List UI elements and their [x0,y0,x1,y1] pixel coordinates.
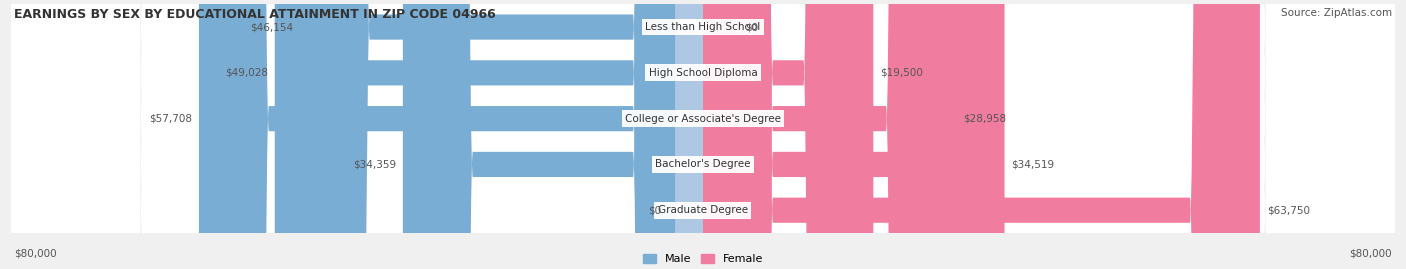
Text: Bachelor's Degree: Bachelor's Degree [655,160,751,169]
Text: $19,500: $19,500 [880,68,924,78]
Text: $34,359: $34,359 [353,160,396,169]
FancyBboxPatch shape [11,0,1395,269]
Text: Less than High School: Less than High School [645,22,761,32]
Text: $57,708: $57,708 [149,114,191,124]
FancyBboxPatch shape [299,0,703,269]
Text: $46,154: $46,154 [250,22,292,32]
Legend: Male, Female: Male, Female [638,249,768,269]
Text: $63,750: $63,750 [1267,205,1310,215]
Text: EARNINGS BY SEX BY EDUCATIONAL ATTAINMENT IN ZIP CODE 04966: EARNINGS BY SEX BY EDUCATIONAL ATTAINMEN… [14,8,496,21]
Text: College or Associate's Degree: College or Associate's Degree [626,114,780,124]
Text: $49,028: $49,028 [225,68,267,78]
Text: $80,000: $80,000 [1350,248,1392,258]
FancyBboxPatch shape [11,0,1395,269]
FancyBboxPatch shape [703,0,873,269]
Text: $0: $0 [648,205,661,215]
Text: $34,519: $34,519 [1011,160,1054,169]
FancyBboxPatch shape [11,0,1395,269]
Text: Source: ZipAtlas.com: Source: ZipAtlas.com [1281,8,1392,18]
Text: $80,000: $80,000 [14,248,56,258]
FancyBboxPatch shape [675,0,703,269]
FancyBboxPatch shape [11,0,1395,269]
Text: $28,958: $28,958 [963,114,1007,124]
Text: $0: $0 [745,22,758,32]
Text: Graduate Degree: Graduate Degree [658,205,748,215]
FancyBboxPatch shape [404,0,703,269]
FancyBboxPatch shape [703,0,1260,269]
FancyBboxPatch shape [274,0,703,269]
FancyBboxPatch shape [198,0,703,269]
FancyBboxPatch shape [703,0,956,269]
FancyBboxPatch shape [703,0,731,269]
FancyBboxPatch shape [703,0,1004,269]
FancyBboxPatch shape [11,0,1395,269]
Text: High School Diploma: High School Diploma [648,68,758,78]
